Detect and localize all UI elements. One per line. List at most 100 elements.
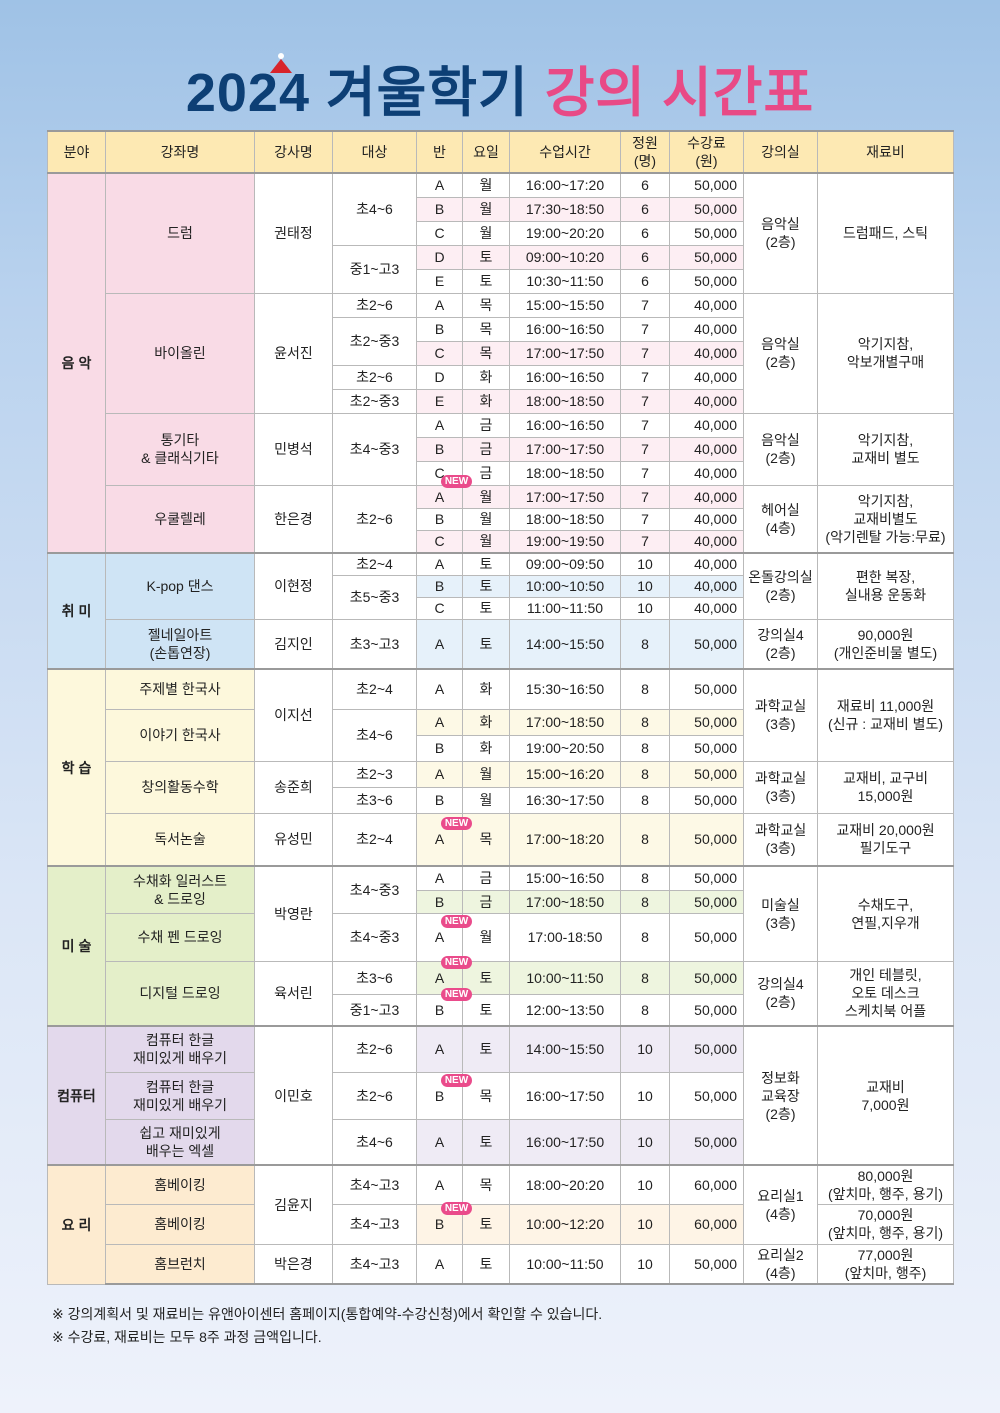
material-fee-cell: 교재비, 교구비 15,000원 [817, 760, 954, 814]
table-row: 독서논술 유성민 초2~4 A NEW 목 17:00~18:20 8 50,000 과학교실 (… [48, 812, 954, 867]
timetable: 분야 강좌명 강사명 대상 반 요일 수업시간 정원 (명) 수강료 (원) 강의실 재료비 음 악… [47, 130, 954, 1285]
class-letter: B [434, 201, 445, 217]
class-section-cell: A [416, 668, 463, 710]
field-category: 요 리 [47, 1164, 106, 1285]
tuition-fee-cell: 50,000 [669, 196, 744, 222]
class-section-cell: B [416, 316, 463, 342]
target-grade-cell: 초2~6 [332, 364, 417, 390]
class-label: B NEW [435, 987, 473, 1019]
capacity-cell: 10 [620, 1164, 670, 1205]
class-section-cell: E [416, 388, 463, 414]
class-time-cell: 15:00~15:50 [509, 292, 621, 318]
tuition-fee-cell: 50,000 [669, 172, 744, 198]
target-grade-cell: 초2~4 [332, 552, 417, 576]
material-fee-cell: 80,000원 (앞치마, 행주, 용기) [817, 1164, 954, 1205]
instructor-cell: 한은경 [254, 484, 333, 554]
classroom-cell: 음악실 (2층) [743, 412, 818, 486]
classroom-cell: 미술실 (3층) [743, 865, 818, 962]
footnotes: ※ 강의계획서 및 재료비는 유앤아이센터 홈페이지(통합예약-수강신청)에서 … [52, 1303, 602, 1349]
target-grade-cell: 초4~중3 [332, 865, 417, 914]
course-name-cell: 우쿨렐레 [105, 484, 255, 554]
new-badge: NEW [440, 955, 473, 969]
capacity-cell: 8 [620, 760, 670, 788]
tuition-fee-cell: 40,000 [669, 552, 744, 576]
class-section-cell: A [416, 865, 463, 891]
capacity-cell: 8 [620, 668, 670, 710]
header-class: 반 [416, 130, 463, 174]
class-section-cell: A NEW [416, 912, 473, 962]
class-section-cell: A [416, 172, 463, 198]
classroom-cell: 과학교실 (3층) [743, 812, 818, 867]
class-label: A NEW [435, 817, 473, 848]
capacity-cell: 8 [620, 812, 670, 867]
table-row: 초2~중3 B 목 16:00~16:50 7 40,000 [48, 316, 954, 366]
class-letter: C [434, 600, 445, 616]
course-name-cell: 이야기 한국사 [105, 708, 255, 762]
tuition-fee-cell: 50,000 [669, 993, 744, 1027]
class-time-cell: 16:00~16:50 [509, 364, 621, 390]
tuition-fee-cell: 50,000 [669, 1025, 744, 1073]
weekday-cell: 토 [462, 1243, 510, 1285]
class-section-cell: D [416, 244, 463, 270]
classroom-cell: 온돌강의실 (2층) [743, 552, 818, 620]
weekday-cell: 토 [462, 1118, 510, 1166]
table-row: 초2~6 D 화 16:00~16:50 7 40,000 [48, 364, 954, 390]
class-label: A [435, 680, 444, 698]
weekday-cell: 월 [462, 196, 510, 222]
capacity-cell: 7 [620, 292, 670, 318]
table-row: B 화 19:00~20:50 8 50,000 [48, 734, 954, 762]
classroom-cell: 강의실4 (2층) [743, 960, 818, 1027]
target-grade-cell: 초2~6 [332, 292, 417, 318]
instructor-cell: 김지인 [254, 618, 333, 670]
class-label: A [435, 555, 444, 573]
class-time-cell: 18:00~20:20 [509, 1164, 621, 1205]
class-time-cell: 16:00~16:50 [509, 412, 621, 438]
class-letter: A [434, 297, 445, 313]
weekday-cell: 목 [462, 1164, 510, 1205]
class-letter: A [434, 1133, 445, 1150]
class-label: C [434, 599, 444, 617]
weekday-cell: 토 [462, 618, 510, 670]
capacity-cell: 10 [620, 1025, 670, 1073]
instructor-cell: 박영란 [254, 865, 333, 962]
class-label: A [435, 1255, 444, 1273]
class-letter: A [434, 1255, 445, 1272]
table-row: 컴퓨터 한글 재미있게 배우기 초2~6 B NEW 목 16:00~17:50 10 50,… [48, 1071, 954, 1120]
capacity-cell: 7 [620, 364, 670, 390]
class-letter: B [434, 740, 445, 756]
capacity-cell: 7 [620, 340, 670, 366]
weekday-cell: 토 [462, 1025, 510, 1073]
capacity-cell: 8 [620, 912, 670, 962]
target-grade-cell: 초4~고3 [332, 1243, 417, 1285]
weekday-cell: 월 [462, 529, 510, 554]
capacity-cell: 6 [620, 172, 670, 198]
class-section-cell: A [416, 760, 463, 788]
capacity-cell: 8 [620, 708, 670, 736]
class-section-cell: A NEW [416, 812, 473, 867]
class-letter: A [434, 766, 445, 782]
course-name-cell: 홈베이킹 [105, 1164, 255, 1205]
class-time-cell: 12:00~13:50 [509, 993, 621, 1027]
title-part2: 강의 시간표 [544, 63, 815, 123]
classroom-cell: 헤어실 (4층) [743, 484, 818, 554]
class-label: B [435, 577, 444, 595]
class-label: B [435, 320, 444, 338]
weekday-cell: 토 [462, 552, 510, 576]
header-course: 강좌명 [105, 130, 255, 174]
header-room: 강의실 [743, 130, 818, 174]
table-row: 통기타 & 클래식기타 민병석 초4~중3 A 금 16:00~16:50 7 40,000 음… [48, 412, 954, 486]
tuition-fee-cell: 50,000 [669, 1118, 744, 1166]
instructor-cell: 김윤지 [254, 1164, 333, 1245]
course-name-cell: 통기타 & 클래식기타 [105, 412, 255, 486]
tuition-fee-cell: 50,000 [669, 244, 744, 270]
course-name-cell: 주제별 한국사 [105, 668, 255, 710]
class-section-cell: A [416, 1025, 463, 1073]
capacity-cell: 7 [620, 436, 670, 462]
capacity-cell: 6 [620, 244, 670, 270]
material-fee-cell: 악기지참, 교재비 별도 [817, 412, 954, 486]
course-name-cell: 디지털 드로잉 [105, 960, 255, 1027]
capacity-cell: 7 [620, 316, 670, 342]
class-time-cell: 10:00~10:50 [509, 574, 621, 598]
new-badge: NEW [440, 817, 473, 831]
target-grade-cell: 초2~6 [332, 1071, 417, 1120]
